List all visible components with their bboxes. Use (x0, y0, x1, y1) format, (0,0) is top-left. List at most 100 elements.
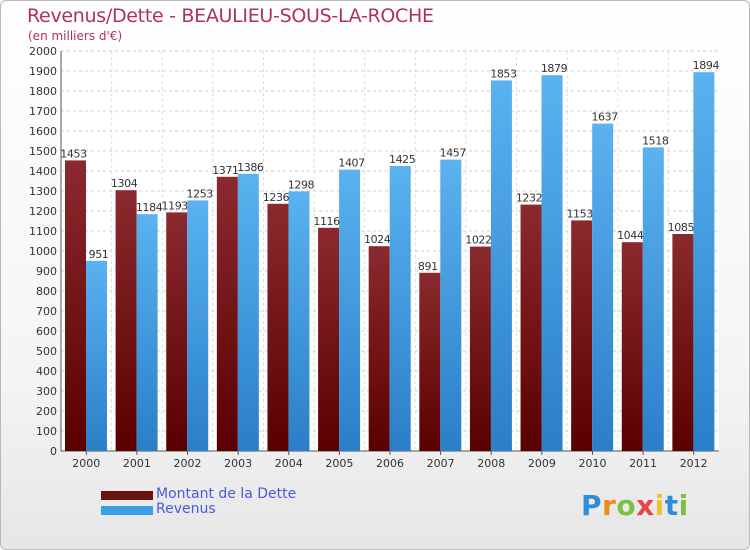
chart-title: Revenus/Dette - BEAULIEU-SOUS-LA-ROCHE (27, 5, 434, 27)
logo-letter: x (636, 489, 655, 522)
bar-revenus (187, 200, 209, 451)
data-label: 1232 (516, 192, 542, 205)
x-tick-label: 2008 (477, 457, 505, 470)
y-tick-label: 1900 (29, 65, 57, 78)
bar-revenus (389, 166, 411, 451)
data-label: 1024 (364, 233, 391, 246)
y-tick-label: 1600 (29, 125, 57, 138)
bar-dette (318, 227, 340, 451)
y-tick-label: 1000 (29, 245, 57, 258)
bar-dette (267, 203, 289, 451)
legend-label-revenus: Revenus (156, 501, 216, 517)
y-tick-label: 400 (36, 365, 57, 378)
data-label: 1022 (465, 234, 491, 247)
bar-revenus (86, 260, 107, 451)
bar-dette (166, 212, 188, 451)
logo-letter: o (616, 489, 637, 522)
data-label: 1386 (237, 161, 264, 174)
data-label: 1184 (136, 201, 163, 214)
x-tick-label: 2010 (578, 457, 606, 470)
y-tick-label: 1500 (29, 145, 57, 158)
bar-revenus (592, 123, 614, 451)
y-tick-label: 100 (36, 425, 57, 438)
bar-dette (115, 190, 137, 451)
legend-swatch-revenus (101, 506, 153, 515)
y-tick-label: 1200 (29, 205, 57, 218)
data-label: 1425 (389, 153, 416, 166)
data-label: 1371 (212, 164, 238, 177)
data-label: 1153 (566, 207, 593, 220)
y-tick-label: 1400 (29, 165, 57, 178)
bar-dette (419, 272, 441, 451)
legend-swatch-debt (101, 491, 153, 500)
bar-revenus (490, 80, 512, 452)
x-tick-label: 2002 (174, 457, 202, 470)
y-tick-label: 1300 (29, 185, 57, 198)
x-tick-label: 2003 (224, 457, 252, 470)
x-tick-label: 2006 (376, 457, 404, 470)
bar-revenus (339, 169, 361, 451)
y-tick-label: 2000 (29, 45, 57, 58)
x-tick-label: 2007 (427, 457, 455, 470)
logo-letter: r (602, 489, 617, 522)
y-tick-label: 0 (50, 445, 57, 458)
y-tick-label: 300 (36, 385, 57, 398)
data-label: 1193 (162, 199, 189, 212)
y-tick-label: 500 (36, 345, 57, 358)
legend-label-debt: Montant de la Dette (156, 486, 297, 502)
bar-dette (571, 220, 593, 451)
y-tick-label: 1800 (29, 85, 57, 98)
data-label: 1879 (541, 62, 568, 75)
data-label: 1044 (617, 229, 644, 242)
data-label: 1304 (111, 177, 138, 190)
y-tick-label: 600 (36, 325, 57, 338)
data-label: 1457 (440, 147, 467, 160)
y-tick-label: 200 (36, 405, 57, 418)
data-label: 1407 (338, 157, 365, 170)
data-label: 1116 (313, 215, 340, 228)
y-tick-label: 800 (36, 285, 57, 298)
data-label: 1853 (490, 67, 517, 80)
bar-dette (520, 204, 542, 451)
data-label: 1518 (642, 134, 669, 147)
data-label: 1236 (263, 191, 290, 204)
proxiti-logo: Proxiti (581, 489, 689, 522)
chart-subtitle: (en milliers d'€) (28, 29, 123, 43)
data-label: 1453 (60, 147, 87, 160)
bar-revenus (136, 214, 158, 451)
data-label: 951 (89, 248, 109, 261)
y-tick-label: 1100 (29, 225, 57, 238)
x-tick-label: 2004 (275, 457, 303, 470)
data-label: 891 (418, 260, 438, 273)
x-tick-label: 2001 (123, 457, 151, 470)
y-tick-label: 1700 (29, 105, 57, 118)
y-tick-label: 700 (36, 305, 57, 318)
data-label: 1894 (693, 59, 720, 72)
bar-dette (469, 246, 491, 451)
bar-revenus (642, 147, 664, 451)
bar-dette (65, 160, 86, 451)
logo-letter: i (654, 489, 665, 522)
x-tick-label: 2009 (528, 457, 556, 470)
bar-dette (216, 176, 238, 452)
data-label: 1085 (668, 221, 695, 234)
bar-dette (672, 234, 694, 451)
x-tick-label: 2012 (680, 457, 708, 470)
data-label: 1298 (288, 178, 315, 191)
bar-dette (621, 242, 643, 451)
bar-revenus (237, 173, 259, 452)
data-label: 1253 (187, 187, 214, 200)
bar-revenus (693, 72, 715, 451)
x-tick-label: 2011 (629, 457, 657, 470)
x-tick-label: 2000 (72, 457, 100, 470)
bar-revenus (541, 75, 563, 451)
data-label: 1637 (591, 111, 618, 124)
logo-letter: t (664, 489, 679, 522)
logo-letter: P (581, 489, 603, 522)
bar-revenus (440, 159, 462, 451)
bar-revenus (288, 191, 310, 451)
x-tick-label: 2005 (325, 457, 353, 470)
y-tick-label: 900 (36, 265, 57, 278)
